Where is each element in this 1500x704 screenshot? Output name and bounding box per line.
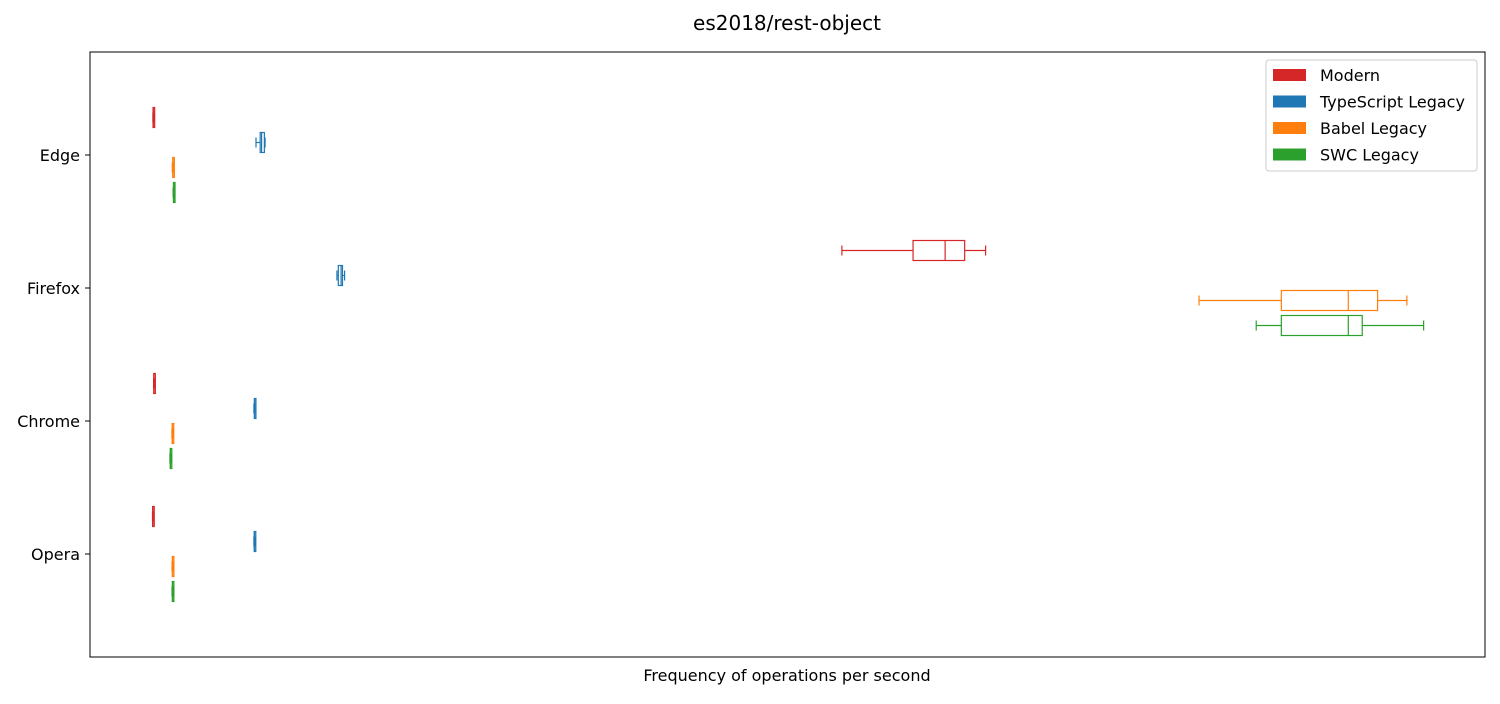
box-typescript-legacy-edge (255, 131, 266, 154)
legend-swatch (1273, 95, 1306, 108)
plot-frame (89, 51, 1486, 658)
box-iqr (1280, 289, 1379, 312)
box-modern-edge (152, 106, 156, 129)
box-iqr (259, 131, 265, 154)
box-babel-legacy-opera (171, 555, 175, 578)
y-tick-label: Firefox (27, 279, 80, 298)
legend-label: TypeScript Legacy (1319, 93, 1465, 112)
box-typescript-legacy-opera (253, 530, 257, 553)
legend-swatch (1273, 122, 1306, 134)
legend-item-babel-legacy: Babel Legacy (1273, 119, 1427, 138)
y-tick-label: Edge (40, 146, 80, 165)
plot-area (151, 106, 1425, 603)
legend-label: Babel Legacy (1320, 119, 1427, 138)
box-swc-legacy-edge (172, 181, 176, 204)
box-modern-opera (151, 505, 155, 528)
box-typescript-legacy-firefox (336, 264, 346, 287)
box-iqr (1280, 314, 1363, 337)
legend: Modern TypeScript Legacy Babel Legacy SWC L… (1265, 59, 1478, 172)
box-babel-legacy-firefox (1198, 289, 1408, 312)
box-iqr (337, 264, 344, 287)
y-tick-label: Opera (31, 545, 80, 564)
box-babel-legacy-edge (171, 156, 175, 179)
legend-swatch (1273, 69, 1306, 81)
chart-title: es2018/rest-object (693, 11, 881, 35)
legend-frame (1265, 59, 1478, 172)
legend-item-swc-legacy: SWC Legacy (1273, 146, 1419, 165)
y-axis: Edge Firefox Chrome Opera (17, 146, 90, 564)
box-swc-legacy-firefox (1255, 314, 1425, 337)
box-iqr (912, 239, 966, 262)
y-tick-label: Chrome (17, 412, 80, 431)
box-swc-legacy-opera (171, 580, 175, 603)
box-modern-firefox (841, 239, 987, 262)
box-typescript-legacy-chrome (253, 397, 257, 420)
box-modern-chrome (153, 372, 156, 395)
legend-item-modern: Modern (1273, 66, 1380, 85)
x-axis-label: Frequency of operations per second (643, 666, 930, 685)
legend-label: Modern (1320, 66, 1380, 85)
box-swc-legacy-chrome (169, 447, 173, 470)
legend-item-typescript-legacy: TypeScript Legacy (1273, 93, 1465, 112)
legend-label: SWC Legacy (1320, 146, 1419, 165)
legend-swatch (1273, 148, 1306, 161)
box-babel-legacy-chrome (171, 422, 175, 445)
